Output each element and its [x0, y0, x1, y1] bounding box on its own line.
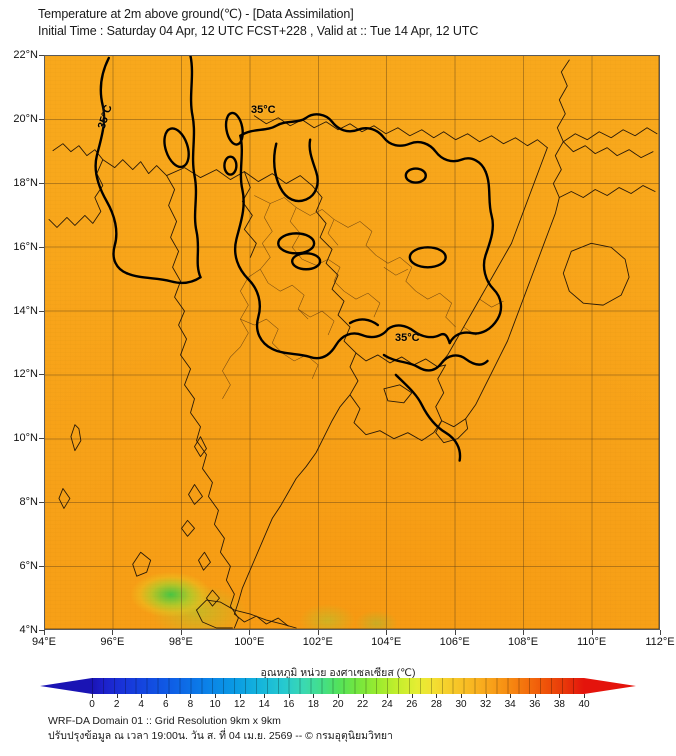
x-tick-label: 104°E	[371, 636, 402, 648]
page-title: Temperature at 2m above ground(℃) - [Dat…	[38, 7, 354, 21]
colorbar-tick-label: 40	[578, 699, 590, 710]
colorbar-tick-label: 34	[504, 699, 516, 710]
map-panel: 35°C 35°C 35°C 22°N 20°N 18°N 16°N 14°N …	[13, 49, 674, 648]
x-tick-label: 106°E	[439, 636, 470, 648]
colorbar-tick-label: 10	[209, 699, 221, 710]
colorbar-tick-label: 30	[455, 699, 467, 710]
colorbar-gradient	[92, 678, 584, 694]
x-tick-label: 100°E	[234, 636, 265, 648]
y-tick-label: 20°N	[13, 112, 38, 125]
colorbar-tick-label: 24	[381, 699, 393, 710]
colorbar-tick-label: 18	[307, 699, 319, 710]
y-tick-label: 10°N	[13, 432, 38, 445]
footer-model-info: WRF-DA Domain 01 :: Grid Resolution 9km …	[48, 715, 281, 727]
x-tick-label: 96°E	[100, 636, 125, 648]
colorbar-tick-label: 38	[553, 699, 565, 710]
colorbar-tick-label: 36	[529, 699, 541, 710]
colorbar-tick-label: 28	[430, 699, 442, 710]
y-tick-label: 8°N	[19, 496, 38, 509]
contour-label-35c-3: 35°C	[395, 332, 420, 344]
y-tick-label: 22°N	[13, 49, 38, 61]
graticule-grid	[45, 56, 659, 629]
x-tick-label: 98°E	[168, 636, 193, 648]
cool-anomaly-layer	[45, 56, 659, 629]
colorbar-tick-label: 8	[187, 699, 194, 710]
footer-update-info: ปรับปรุงข้อมูล ณ เวลา 19:00น. วัน ส. ที่…	[48, 730, 393, 742]
x-tick-label: 94°E	[32, 636, 56, 648]
y-tick-label: 4°N	[19, 624, 38, 636]
y-tick-label: 16°N	[13, 240, 38, 253]
x-tick-label: 112°E	[645, 636, 675, 648]
x-tick-label: 110°E	[576, 636, 607, 648]
colorbar: 0 2 4 6 8 10 12 14 16 18 20 22 24 26 28 …	[40, 678, 636, 710]
colorbar-tick-label: 32	[480, 699, 492, 710]
colorbar-segment-dividers	[92, 678, 584, 694]
y-tick-label: 18°N	[13, 176, 38, 189]
x-tick-label: 102°E	[302, 636, 333, 648]
chart-title-block: Temperature at 2m above ground(℃) - [Dat…	[38, 6, 658, 40]
colorbar-tick-label: 4	[138, 699, 144, 710]
colorbar-tick-label: 26	[406, 699, 418, 710]
y-tick-label: 6°N	[19, 560, 38, 573]
colorbar-tick-label: 12	[234, 699, 246, 710]
colorbar-cap-min	[40, 678, 92, 694]
contour-label-35c-2: 35°C	[251, 104, 276, 116]
colorbar-title: อุณหภูมิ หน่วย องศาเซลเซียส (℃)	[260, 667, 416, 679]
y-tick-label: 14°N	[13, 304, 38, 317]
contour-35c-lines	[94, 56, 503, 462]
colorbar-cap-max	[584, 678, 636, 694]
colorbar-tick-label: 14	[258, 699, 270, 710]
colorbar-scale: 0 2 4 6 8 10 12 14 16 18 20 22 24 26 28 …	[89, 694, 590, 710]
colorbar-tick-label: 0	[89, 699, 95, 710]
raster-texture-layer	[45, 56, 659, 629]
chart-subtitle: Initial Time : Saturday 04 Apr, 12 UTC F…	[38, 24, 479, 38]
coastline-overlay	[45, 56, 659, 629]
colorbar-tick-label: 20	[332, 699, 344, 710]
footer-credits: WRF-DA Domain 01 :: Grid Resolution 9km …	[48, 714, 393, 744]
colorbar-tick-label: 16	[283, 699, 295, 710]
colorbar-tick-label: 22	[357, 699, 369, 710]
y-tick-label: 12°N	[13, 368, 38, 381]
map-plot-area: 35°C 35°C 35°C	[44, 55, 660, 630]
x-tick-label: 108°E	[508, 636, 539, 648]
colorbar-tick-label: 6	[163, 699, 169, 710]
colorbar-tick-label: 2	[113, 699, 120, 710]
